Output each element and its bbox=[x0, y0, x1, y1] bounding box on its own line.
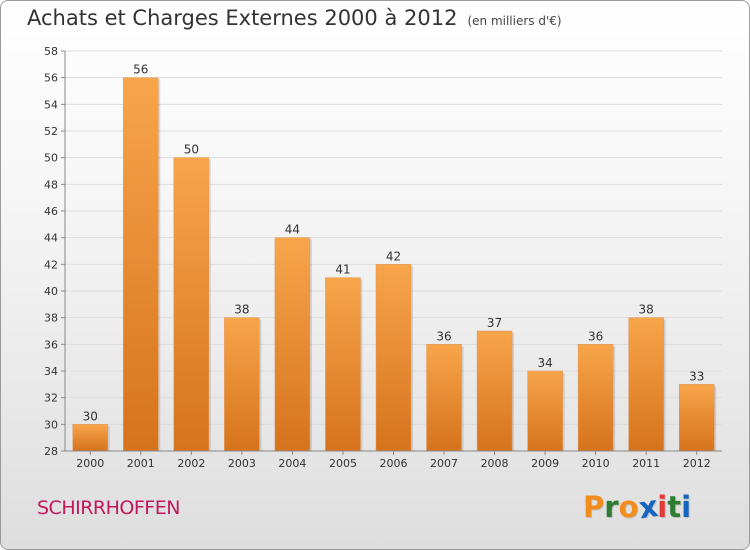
y-tick-label: 38 bbox=[44, 312, 58, 325]
y-tick-label: 28 bbox=[44, 445, 58, 458]
logo-letter: i bbox=[657, 490, 668, 524]
bar-2000 bbox=[72, 424, 109, 452]
bar-2002 bbox=[173, 157, 210, 452]
data-label: 56 bbox=[133, 63, 148, 77]
y-tick-label: 56 bbox=[44, 72, 58, 85]
data-label: 38 bbox=[234, 303, 249, 317]
logo-letter: x bbox=[636, 488, 660, 526]
x-tick-label: 2003 bbox=[228, 457, 256, 470]
logo-letter: P bbox=[583, 490, 605, 524]
bar-2009 bbox=[527, 370, 563, 452]
y-tick-label: 54 bbox=[44, 98, 58, 111]
bar-2003 bbox=[224, 317, 260, 452]
data-label: 36 bbox=[436, 329, 451, 343]
x-tick-label: 2011 bbox=[632, 457, 660, 470]
bar-2001 bbox=[123, 77, 159, 452]
commune-name: SCHIRRHOFFEN bbox=[37, 497, 180, 519]
logo-letter: i bbox=[681, 490, 692, 524]
data-label: 41 bbox=[335, 263, 350, 277]
y-tick-label: 58 bbox=[44, 45, 58, 58]
logo-letter: o bbox=[618, 490, 639, 524]
logo-letter: r bbox=[604, 490, 619, 524]
x-tick-label: 2004 bbox=[278, 457, 306, 470]
data-label: 36 bbox=[588, 329, 603, 343]
data-label: 30 bbox=[83, 409, 98, 423]
data-label: 50 bbox=[184, 143, 199, 157]
x-tick-label: 2008 bbox=[481, 457, 509, 470]
title-row: Achats et Charges Externes 2000 à 2012 (e… bbox=[27, 6, 562, 30]
data-label: 34 bbox=[537, 356, 552, 370]
bar-2012 bbox=[678, 384, 715, 452]
x-tick-label: 2000 bbox=[76, 457, 104, 470]
chart-title: Achats et Charges Externes 2000 à 2012 bbox=[27, 6, 458, 30]
data-label: 44 bbox=[285, 223, 300, 237]
bar-2007 bbox=[426, 344, 462, 452]
bar-2006 bbox=[375, 264, 412, 452]
x-tick-label: 2001 bbox=[127, 457, 155, 470]
y-tick-label: 36 bbox=[44, 338, 58, 351]
x-tick-label: 2005 bbox=[329, 457, 357, 470]
bar-2011 bbox=[628, 317, 664, 452]
x-tick-label: 2002 bbox=[177, 457, 205, 470]
proxiti-logo: Proxiti bbox=[583, 488, 692, 526]
x-tick-label: 2009 bbox=[531, 457, 559, 470]
x-tick-label: 2006 bbox=[380, 457, 408, 470]
bar-2005 bbox=[325, 277, 361, 452]
y-tick-label: 32 bbox=[44, 392, 58, 405]
chart-subtitle: (en milliers d'€) bbox=[467, 14, 562, 28]
data-label: 38 bbox=[639, 303, 654, 317]
bar-2010 bbox=[577, 344, 614, 452]
y-tick-label: 50 bbox=[44, 152, 58, 165]
y-tick-label: 44 bbox=[44, 232, 58, 245]
data-label: 33 bbox=[689, 369, 704, 383]
data-label: 37 bbox=[487, 316, 502, 330]
y-tick-label: 30 bbox=[44, 418, 58, 431]
y-tick-label: 46 bbox=[44, 205, 58, 218]
x-tick-label: 2012 bbox=[683, 457, 711, 470]
y-tick-label: 52 bbox=[44, 125, 58, 138]
bar-2004 bbox=[274, 237, 311, 452]
x-tick-label: 2007 bbox=[430, 457, 458, 470]
x-tick-label: 2010 bbox=[582, 457, 610, 470]
y-tick-label: 48 bbox=[44, 178, 58, 191]
logo-letter: t bbox=[667, 490, 682, 524]
bar-2008 bbox=[476, 330, 513, 452]
y-tick-label: 40 bbox=[44, 285, 58, 298]
y-tick-label: 34 bbox=[44, 365, 58, 378]
bar-layer: 30 56 50 38 44 41 42 36 37 34 36 38 33 bbox=[72, 63, 717, 452]
axis-layer: 28 30 32 34 36 38 40 42 44 46 48 50 52 54 56 58 2000 2001… bbox=[44, 45, 722, 470]
y-tick-label: 42 bbox=[44, 258, 58, 271]
data-label: 42 bbox=[386, 249, 401, 263]
